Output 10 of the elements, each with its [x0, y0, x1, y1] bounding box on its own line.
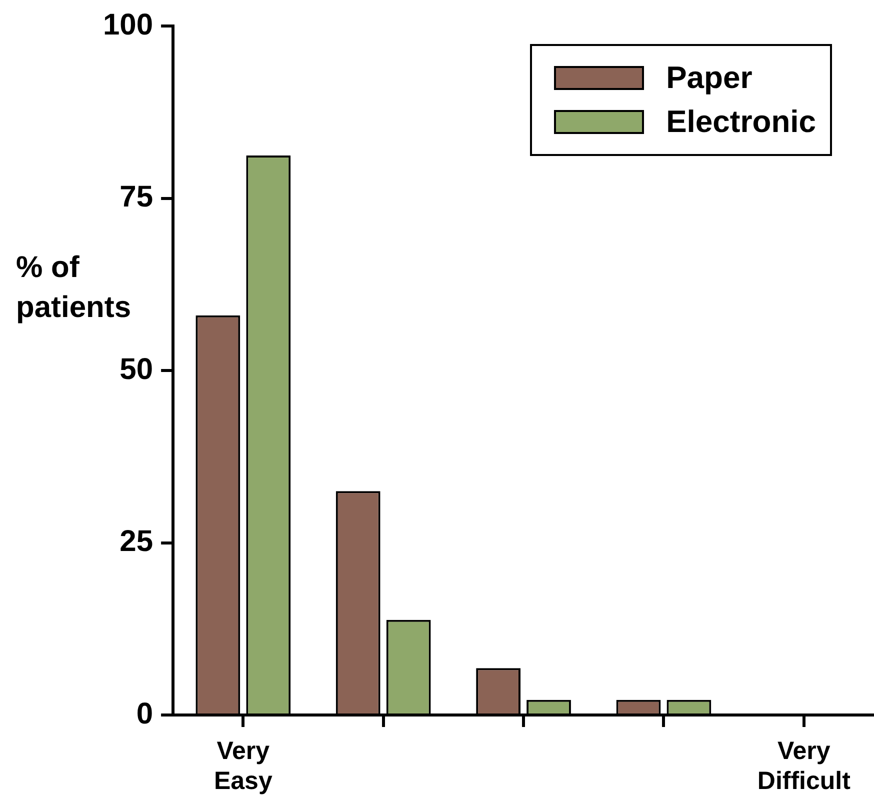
x-tick-label: Very Easy	[214, 736, 272, 795]
y-tick-label: 25	[120, 525, 154, 558]
y-tick-label: 75	[120, 180, 154, 214]
y-axis-title: % of patients	[16, 250, 132, 326]
y-tick-label: 50	[120, 352, 154, 386]
legend-label: Electronic	[666, 104, 816, 140]
x-tick-label: Very Difficult	[757, 736, 852, 795]
y-tick-label: 0	[136, 697, 154, 730]
y-tick-label: 100	[102, 8, 154, 42]
legend-label: Paper	[666, 60, 752, 96]
